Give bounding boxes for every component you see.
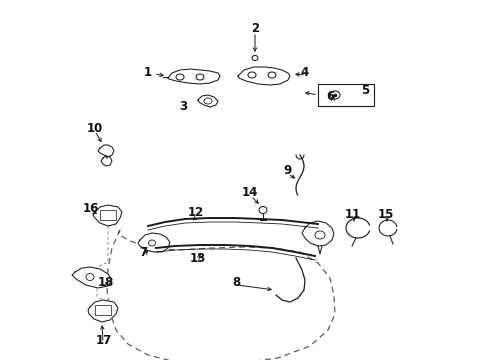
Ellipse shape bbox=[196, 74, 203, 80]
Text: 5: 5 bbox=[360, 84, 368, 96]
Text: 4: 4 bbox=[300, 66, 308, 78]
Ellipse shape bbox=[176, 74, 183, 80]
Text: 18: 18 bbox=[98, 275, 114, 288]
Text: 9: 9 bbox=[284, 163, 291, 176]
Text: 12: 12 bbox=[187, 207, 203, 220]
Text: 11: 11 bbox=[344, 208, 360, 221]
Text: 3: 3 bbox=[179, 100, 187, 113]
Text: 7: 7 bbox=[139, 246, 147, 258]
Text: 8: 8 bbox=[231, 275, 240, 288]
Text: 1: 1 bbox=[143, 66, 152, 78]
Polygon shape bbox=[138, 233, 170, 252]
Text: 17: 17 bbox=[96, 333, 112, 346]
Text: 13: 13 bbox=[189, 252, 206, 265]
Polygon shape bbox=[88, 300, 118, 322]
Polygon shape bbox=[72, 267, 112, 288]
Polygon shape bbox=[93, 205, 122, 226]
Text: 6: 6 bbox=[325, 90, 333, 104]
Text: 14: 14 bbox=[242, 185, 258, 198]
Text: 15: 15 bbox=[377, 208, 393, 221]
Bar bbox=[100, 210, 116, 220]
Text: 2: 2 bbox=[250, 22, 259, 35]
Polygon shape bbox=[98, 145, 114, 157]
Bar bbox=[95, 305, 111, 315]
Ellipse shape bbox=[267, 72, 275, 78]
Polygon shape bbox=[238, 67, 289, 85]
Bar bbox=[317, 84, 373, 106]
Polygon shape bbox=[168, 69, 220, 84]
Ellipse shape bbox=[247, 72, 256, 78]
Polygon shape bbox=[101, 156, 112, 166]
Polygon shape bbox=[198, 95, 218, 107]
Text: 10: 10 bbox=[87, 122, 103, 135]
Polygon shape bbox=[302, 221, 333, 246]
Text: 16: 16 bbox=[82, 202, 99, 215]
